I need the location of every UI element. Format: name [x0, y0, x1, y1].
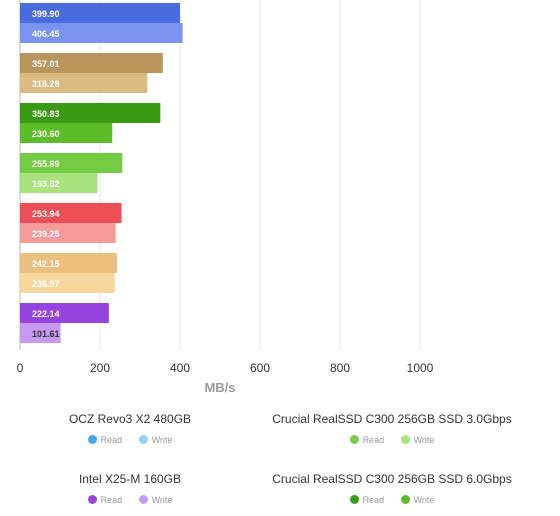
- legend-item-read[interactable]: Read: [87, 495, 123, 505]
- read-value-label: 255.69: [32, 159, 60, 169]
- write-value-label: 406.45: [32, 29, 60, 39]
- x-axis-title: MB/s: [204, 380, 235, 395]
- read-value-label: 242.15: [32, 259, 60, 269]
- legend-ocz-revo3: OCZ Revo3 X2 480GB Read Write: [0, 412, 260, 445]
- read-bar: [20, 303, 109, 323]
- bar-chart: 0 200 400 600 800 1000 MB/s 399.90 406.45 357.01 3…: [17, 0, 434, 395]
- legend-title: Crucial RealSSD C300 256GB SSD 3.0Gbps: [272, 412, 512, 426]
- read-bar: [20, 103, 161, 123]
- legend-title: Crucial RealSSD C300 256GB SSD 6.0Gbps: [272, 472, 512, 486]
- legend-title: OCZ Revo3 X2 480GB: [68, 412, 192, 426]
- legend-label: Read: [362, 495, 385, 505]
- read-bar: [20, 53, 163, 73]
- write-swatch: [138, 495, 148, 504]
- x-tick-label: 800: [330, 361, 350, 375]
- legend-item-read[interactable]: Read: [349, 435, 385, 445]
- legend-item-read[interactable]: Read: [87, 435, 123, 445]
- write-bar: [20, 23, 183, 43]
- write-value-label: 193.62: [32, 179, 60, 189]
- x-tick-label: 400: [170, 361, 190, 375]
- write-value-label: 230.60: [32, 129, 60, 139]
- legend-intel-x25m: Intel X25-M 160GB Read Write: [0, 472, 260, 505]
- read-bar: [20, 203, 122, 223]
- write-value-label: 318.28: [32, 79, 60, 89]
- write-bar: [20, 273, 115, 293]
- write-value-label: 239.25: [32, 229, 60, 239]
- read-swatch: [87, 435, 97, 444]
- read-bar: [20, 3, 180, 23]
- legend-label: Write: [413, 435, 435, 445]
- write-swatch: [138, 435, 148, 444]
- read-swatch: [87, 495, 97, 504]
- legend-crucial-3gbps: Crucial RealSSD C300 256GB SSD 3.0Gbps R…: [262, 412, 522, 445]
- legend-item-write[interactable]: Write: [138, 495, 173, 505]
- read-bar: [20, 153, 123, 173]
- write-bar: [20, 73, 148, 93]
- read-value-label: 350.83: [32, 109, 60, 119]
- read-swatch: [349, 435, 359, 444]
- read-value-label: 222.14: [32, 309, 60, 319]
- legend-label: Read: [100, 435, 123, 445]
- x-tick-label: 1000: [407, 361, 434, 375]
- write-swatch: [400, 435, 410, 444]
- read-value-label: 399.90: [32, 9, 60, 19]
- legend-label: Write: [151, 495, 173, 505]
- write-value-label: 101.61: [32, 329, 60, 339]
- legend-item-write[interactable]: Write: [138, 435, 173, 445]
- legend-label: Read: [362, 435, 385, 445]
- read-swatch: [349, 495, 359, 504]
- legend-item-read[interactable]: Read: [349, 495, 385, 505]
- write-bar: [20, 123, 113, 143]
- write-bar: [20, 323, 61, 343]
- write-bar: [20, 223, 116, 243]
- read-value-label: 357.01: [32, 59, 60, 69]
- read-bar: [20, 253, 117, 273]
- x-tick-label: 0: [17, 361, 24, 375]
- legend-crucial-6gbps: Crucial RealSSD C300 256GB SSD 6.0Gbps R…: [262, 472, 522, 505]
- x-tick-label: 600: [250, 361, 270, 375]
- legend-title: Intel X25-M 160GB: [78, 472, 182, 486]
- read-value-label: 253.94: [32, 209, 60, 219]
- legend-item-write[interactable]: Write: [400, 495, 435, 505]
- legend-label: Read: [100, 495, 123, 505]
- legend-item-write[interactable]: Write: [400, 435, 435, 445]
- x-tick-label: 200: [90, 361, 110, 375]
- write-swatch: [400, 495, 410, 504]
- write-value-label: 236.97: [32, 279, 60, 289]
- legend-label: Write: [151, 435, 173, 445]
- write-bar: [20, 173, 98, 193]
- legend-label: Write: [413, 495, 435, 505]
